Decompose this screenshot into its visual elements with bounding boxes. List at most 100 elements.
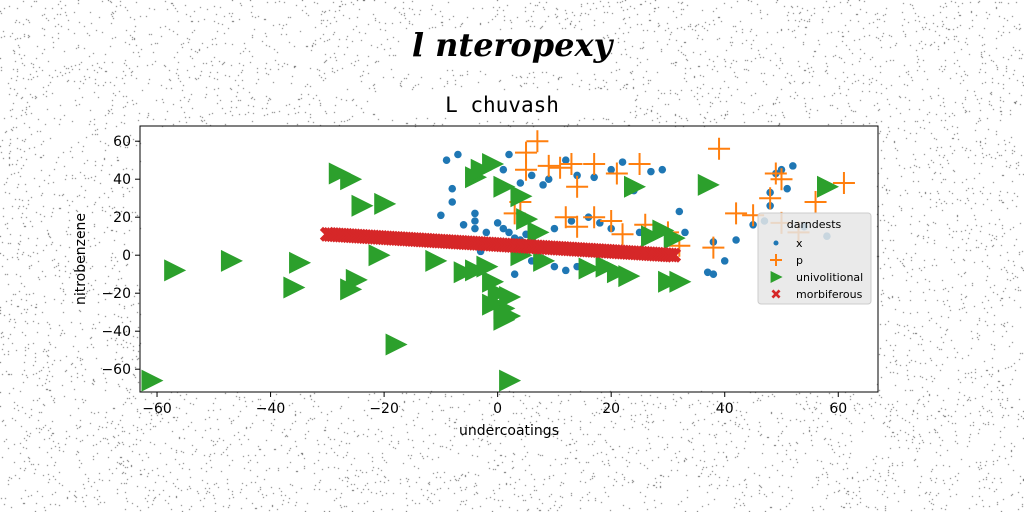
point-x xyxy=(573,171,581,180)
point-univolitional xyxy=(658,270,681,293)
figure-suptitle: l nteropexy xyxy=(411,26,613,64)
point-x xyxy=(510,270,519,278)
point-x xyxy=(437,211,445,220)
legend-item-x: x xyxy=(773,237,803,250)
point-univolitional xyxy=(482,293,505,316)
y-axis-label: nitrobenzene xyxy=(73,213,89,305)
legend-marker-x xyxy=(773,240,779,246)
point-univolitional xyxy=(533,249,556,272)
point-x xyxy=(527,171,536,180)
y-axis-ticks: −60 −40 −20 0 20 40 60 xyxy=(101,134,140,378)
point-univolitional xyxy=(516,208,539,231)
point-p xyxy=(759,187,782,210)
point-x xyxy=(539,181,547,189)
point-x xyxy=(499,165,508,174)
point-p xyxy=(554,206,577,229)
point-x xyxy=(561,156,570,164)
y-tick-label: −60 xyxy=(101,362,131,378)
point-univolitional xyxy=(385,333,408,356)
x-tick-label: −40 xyxy=(256,401,286,417)
legend-label-p: p xyxy=(796,254,803,267)
point-univolitional xyxy=(595,255,618,278)
point-univolitional xyxy=(351,194,374,217)
y-tick-label: 60 xyxy=(113,134,131,150)
point-x xyxy=(789,162,797,170)
legend-item-p: p xyxy=(770,254,803,267)
point-univolitional xyxy=(220,249,243,272)
point-x xyxy=(493,219,502,227)
point-p xyxy=(628,153,651,175)
plot-frame xyxy=(139,125,879,393)
point-x xyxy=(448,198,457,206)
x-tick-label: 40 xyxy=(716,401,734,417)
point-x xyxy=(703,268,712,277)
point-univolitional xyxy=(487,282,510,305)
point-x xyxy=(567,217,576,225)
point-x xyxy=(499,224,508,233)
legend-box xyxy=(757,212,872,305)
point-x xyxy=(681,228,689,237)
point-x xyxy=(647,167,655,176)
point-univolitional xyxy=(606,261,629,284)
x-tick-label: 0 xyxy=(493,401,502,417)
x-tick-label: −60 xyxy=(142,401,172,417)
legend-item-morbiferous: morbiferous xyxy=(771,288,863,301)
point-p xyxy=(560,153,583,175)
point-p xyxy=(605,162,628,185)
point-univolitional xyxy=(283,276,306,299)
point-univolitional xyxy=(465,259,488,282)
point-x xyxy=(561,266,570,275)
legend-marker-p xyxy=(770,254,782,266)
point-p xyxy=(515,158,538,181)
y-tick-label: 40 xyxy=(113,172,131,188)
point-univolitional xyxy=(652,219,675,242)
point-x xyxy=(448,184,457,193)
point-p xyxy=(725,202,748,225)
point-univolitional xyxy=(527,221,550,244)
series-morbiferous xyxy=(319,226,682,263)
point-univolitional xyxy=(669,270,692,293)
point-p xyxy=(708,137,731,160)
point-univolitional xyxy=(618,265,641,288)
point-x xyxy=(505,150,513,159)
point-x xyxy=(471,209,479,218)
point-univolitional xyxy=(340,168,363,191)
point-p xyxy=(526,130,549,153)
x-axis-label: undercoatings xyxy=(459,423,559,439)
point-p xyxy=(549,156,572,179)
x-tick-label: 60 xyxy=(829,401,847,417)
point-x xyxy=(471,224,479,233)
point-x xyxy=(658,165,667,174)
plot-marks xyxy=(141,130,855,392)
point-univolitional xyxy=(470,158,493,181)
point-x xyxy=(516,179,525,187)
x-tick-label: 20 xyxy=(602,401,620,417)
point-x xyxy=(454,150,462,159)
point-x xyxy=(442,156,451,164)
series-univolitional xyxy=(141,153,840,392)
point-univolitional xyxy=(164,259,187,282)
point-x xyxy=(544,175,553,183)
legend-marker-morbiferous xyxy=(771,289,781,299)
point-p xyxy=(583,206,606,229)
chart-title: L chuvash xyxy=(445,93,559,117)
point-univolitional xyxy=(663,227,686,250)
point-univolitional xyxy=(476,255,499,278)
legend-label-univolitional: univolitional xyxy=(796,271,863,284)
point-univolitional xyxy=(425,249,448,272)
legend: darndests xp univolitional morbiferous xyxy=(757,212,872,305)
point-univolitional xyxy=(817,175,840,198)
point-univolitional xyxy=(493,175,516,198)
point-univolitional xyxy=(368,244,391,267)
y-tick-label: 20 xyxy=(113,210,131,226)
point-x xyxy=(550,262,559,271)
point-univolitional xyxy=(499,286,522,308)
y-tick-label: 0 xyxy=(122,248,131,264)
point-univolitional xyxy=(578,257,601,280)
point-x xyxy=(482,228,491,237)
point-x xyxy=(720,257,729,265)
point-univolitional xyxy=(641,225,664,248)
point-x xyxy=(471,217,479,225)
point-p xyxy=(702,236,725,259)
